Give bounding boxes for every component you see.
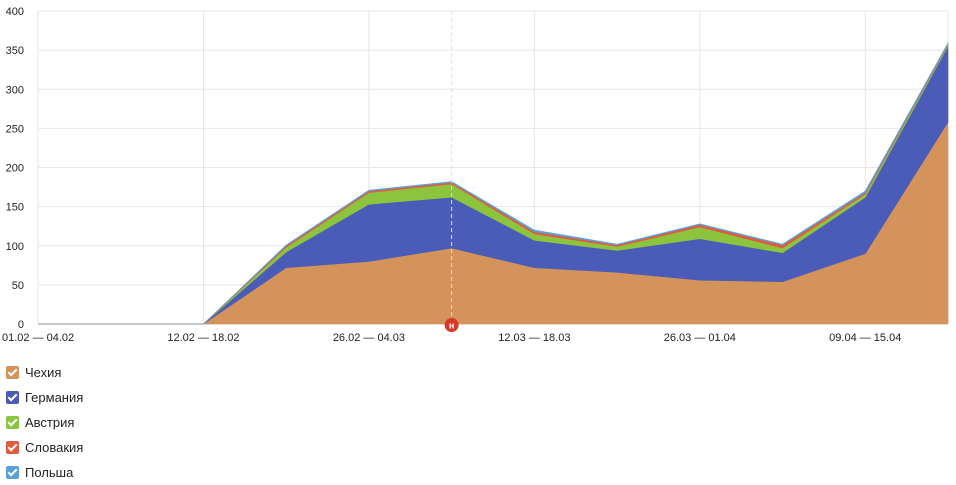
chart-areas xyxy=(38,41,949,325)
marker-badge xyxy=(444,318,459,332)
x-axis-ticks: 01.02 — 04.02 12.02 — 18.02 26.02 — 04.03 1… xyxy=(2,332,901,344)
legend-checkbox-icon[interactable] xyxy=(6,391,19,404)
event-marker: н xyxy=(444,11,459,332)
legend-checkbox-icon[interactable] xyxy=(6,441,19,454)
legend-item[interactable]: Австрия xyxy=(6,410,83,435)
x-tick-label: 12.02 — 18.02 xyxy=(167,332,239,344)
stacked-area-chart: 0 50 100 150 200 250 300 350 400 01.02 — 04.02 12… xyxy=(2,6,949,344)
y-tick-label: 400 xyxy=(6,6,24,18)
area-series-4 xyxy=(38,41,949,325)
y-tick-label: 100 xyxy=(6,241,24,253)
legend-label: Германия xyxy=(25,390,84,405)
legend-label: Польша xyxy=(25,465,74,480)
x-tick-label: 01.02 — 04.02 xyxy=(2,332,74,344)
legend-label: Словакия xyxy=(25,440,84,455)
legend-item[interactable]: Германия xyxy=(6,385,83,410)
marker-label: н xyxy=(449,321,454,331)
x-tick-label: 12.03 — 18.03 xyxy=(498,332,570,344)
legend-label: Австрия xyxy=(25,415,75,430)
y-tick-label: 0 xyxy=(18,319,24,331)
y-tick-label: 250 xyxy=(6,123,24,135)
chart-legend: Чехия Германия Австрия Словакия Польша xyxy=(6,360,83,485)
y-tick-label: 200 xyxy=(6,163,24,175)
legend-checkbox-icon[interactable] xyxy=(6,366,19,379)
y-tick-label: 50 xyxy=(12,280,24,292)
legend-checkbox-icon[interactable] xyxy=(6,416,19,429)
legend-checkbox-icon[interactable] xyxy=(6,466,19,479)
legend-item[interactable]: Чехия xyxy=(6,360,83,385)
legend-item[interactable]: Польша xyxy=(6,460,83,485)
x-tick-label: 26.03 — 01.04 xyxy=(664,332,736,344)
legend-item[interactable]: Словакия xyxy=(6,435,83,460)
y-tick-label: 300 xyxy=(6,84,24,96)
y-tick-label: 350 xyxy=(6,45,24,57)
y-tick-label: 150 xyxy=(6,202,24,214)
x-tick-label: 09.04 — 15.04 xyxy=(829,332,901,344)
legend-label: Чехия xyxy=(25,365,62,380)
y-axis-ticks: 0 50 100 150 200 250 300 350 400 xyxy=(6,6,24,331)
x-tick-label: 26.02 — 04.03 xyxy=(333,332,405,344)
